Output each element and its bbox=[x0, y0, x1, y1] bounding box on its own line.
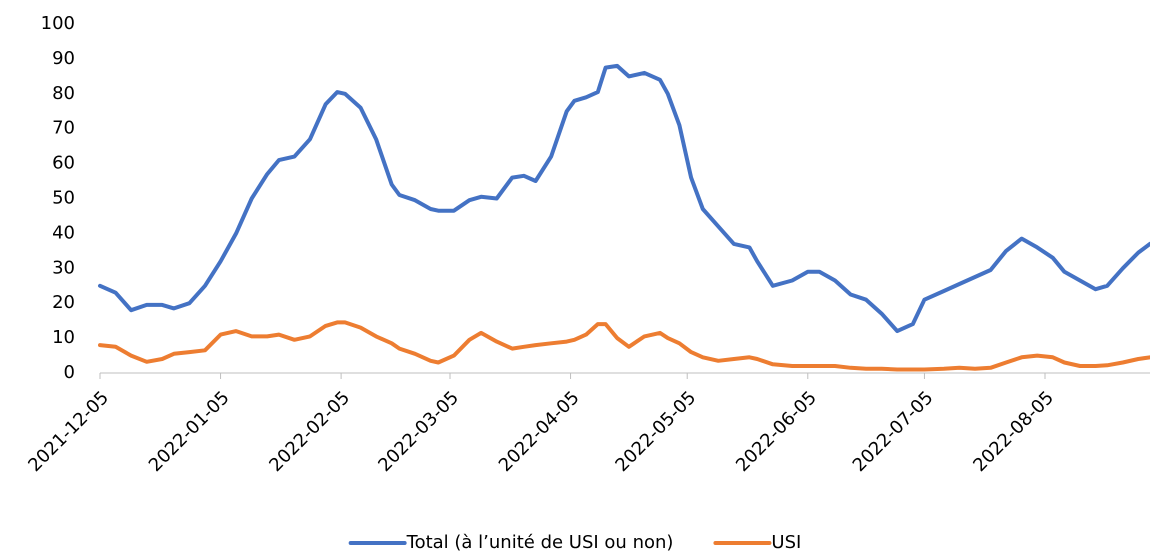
y-tick-label: 0 bbox=[64, 362, 75, 383]
y-tick-label: 40 bbox=[52, 222, 75, 243]
x-tick-label: 2021-12-05 bbox=[24, 387, 113, 476]
x-tick-label: 2022-03-05 bbox=[374, 387, 463, 476]
x-tick-label: 2022-02-05 bbox=[265, 387, 354, 476]
x-tick-label: 2022-07-05 bbox=[849, 387, 938, 476]
x-tick-label: 2022-05-05 bbox=[611, 387, 700, 476]
y-tick-label: 100 bbox=[41, 13, 75, 34]
y-tick-label: 60 bbox=[52, 153, 75, 174]
y-tick-label: 90 bbox=[52, 48, 75, 69]
x-tick-label: 2022-06-05 bbox=[732, 387, 821, 476]
y-tick-label: 70 bbox=[52, 118, 75, 139]
y-tick-label: 50 bbox=[52, 188, 75, 209]
series-line bbox=[98, 63, 1150, 334]
y-tick-label: 80 bbox=[52, 83, 75, 104]
x-tick-label: 2022-01-05 bbox=[145, 387, 234, 476]
x-tick-label: 2022-04-05 bbox=[495, 387, 584, 476]
legend-label: USI bbox=[771, 532, 801, 553]
series-line bbox=[98, 320, 1150, 372]
y-tick-label: 30 bbox=[52, 257, 75, 278]
y-tick-label: 10 bbox=[52, 327, 75, 348]
x-tick-label: 2022-08-05 bbox=[969, 387, 1058, 476]
legend-label: Total (à l’unité de USI ou non) bbox=[406, 532, 674, 553]
y-tick-label: 20 bbox=[52, 292, 75, 313]
